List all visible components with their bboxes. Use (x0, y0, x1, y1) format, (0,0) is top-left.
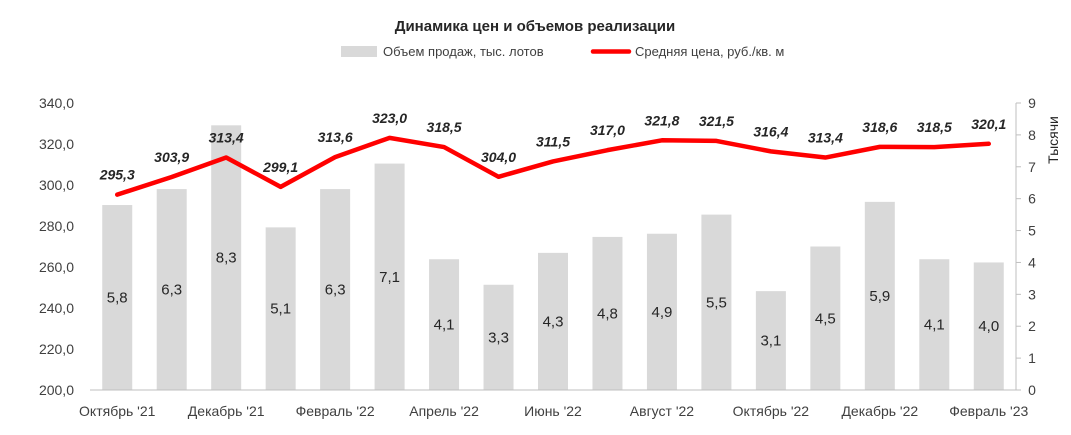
bar-data-label: 5,9 (869, 288, 890, 305)
price-data-label: 318,5 (917, 119, 952, 135)
bar-data-label: 7,1 (379, 269, 400, 286)
line-labels: 295,3 303,9 313,4 299,1 313,6 323,0 318,5 304,0… (99, 110, 1007, 183)
y-secondary-tick-label: 6 (1028, 191, 1036, 207)
y-secondary-tick-label: 0 (1028, 382, 1036, 398)
bar-data-label: 5,8 (107, 290, 128, 307)
y-primary-tick-label: 320,0 (39, 136, 74, 152)
price-data-label: 311,5 (536, 133, 570, 149)
bar-labels: 5,8 6,3 8,3 5,1 6,3 7,1 4,1 3,3 4,3 4,8 4,9 5,5 3,1 4… (107, 250, 999, 350)
y-primary-tick-label: 300,0 (39, 177, 74, 193)
chart-title: Динамика цен и объемов реализации (395, 18, 675, 35)
price-data-label: 317,0 (590, 122, 625, 138)
y-primary-tick-label: 340,0 (39, 95, 74, 111)
y-primary-tick-label: 240,0 (39, 300, 74, 316)
bars (102, 125, 1004, 391)
x-tick-label: Февраль '23 (949, 403, 1028, 419)
x-tick-label: Октябрь '21 (79, 403, 156, 419)
bar (320, 189, 351, 390)
price-data-label: 313,6 (318, 129, 353, 145)
bar (919, 259, 950, 390)
bar-data-label: 4,5 (815, 310, 836, 327)
bar-data-label: 3,3 (488, 329, 509, 346)
legend-label-price: Средняя цена, руб./кв. м (635, 44, 784, 59)
bar (864, 201, 895, 390)
price-data-label: 318,5 (427, 119, 462, 135)
price-data-label: 299,1 (262, 159, 298, 175)
price-data-label: 321,5 (699, 113, 734, 129)
y-primary-tick-label: 280,0 (39, 218, 74, 234)
y-secondary-tick-label: 4 (1028, 254, 1036, 270)
price-line-group (114, 135, 992, 197)
bar-data-label: 8,3 (216, 250, 237, 267)
y-axis-secondary: 0 1 2 3 4 5 6 7 8 9 (1015, 95, 1036, 398)
price-data-label: 316,4 (753, 123, 788, 139)
bar-data-label: 4,8 (597, 305, 618, 322)
y-axis-primary: 200,0 220,0 240,0 260,0 280,0 300,0 320,0 340,0 (39, 95, 74, 398)
bar (538, 252, 568, 390)
price-data-label: 318,6 (862, 119, 897, 135)
y-primary-tick-label: 220,0 (39, 341, 74, 357)
price-data-label: 304,0 (481, 149, 516, 165)
price-data-label: 313,4 (209, 130, 244, 146)
bar-data-label: 4,1 (924, 317, 945, 334)
bar (429, 259, 460, 390)
bar (265, 227, 296, 390)
y-primary-tick-label: 260,0 (39, 259, 74, 275)
bar-data-label: 5,5 (706, 294, 727, 311)
legend-label-volume: Объем продаж, тыс. лотов (383, 44, 544, 59)
price-data-label: 321,8 (644, 112, 679, 128)
bar (755, 291, 786, 390)
price-data-label: 320,1 (971, 116, 1006, 132)
bar-data-label: 6,3 (161, 282, 182, 299)
bar (483, 284, 514, 390)
bar (810, 246, 841, 390)
bar (102, 205, 133, 390)
y-primary-tick-label: 200,0 (39, 382, 74, 398)
bar (211, 125, 242, 391)
x-tick-label: Декабрь '21 (188, 403, 265, 419)
bar-data-label: 4,3 (543, 313, 564, 330)
bar-data-label: 6,3 (325, 282, 346, 299)
y-secondary-tick-label: 5 (1028, 223, 1036, 239)
bar-data-label: 3,1 (760, 333, 781, 350)
bar (156, 189, 187, 390)
bar (374, 163, 405, 390)
y-secondary-tick-label: 1 (1028, 350, 1036, 366)
y-secondary-tick-label: 8 (1028, 127, 1036, 143)
bar-data-label: 4,0 (978, 318, 999, 335)
x-tick-label: Февраль '22 (296, 403, 375, 419)
bar-data-label: 4,9 (652, 304, 673, 321)
bar (701, 214, 732, 390)
bar (592, 236, 623, 390)
y-secondary-tick-label: 2 (1028, 318, 1036, 334)
bar (973, 262, 1004, 390)
y-secondary-tick-label: 3 (1028, 286, 1036, 302)
price-data-label: 295,3 (99, 167, 135, 183)
x-tick-label: Декабрь '22 (841, 403, 918, 419)
legend-swatch-volume (341, 46, 377, 57)
x-tick-label: Апрель '22 (409, 403, 479, 419)
bar-data-label: 5,1 (270, 301, 291, 318)
x-tick-label: Август '22 (630, 403, 694, 419)
bar-data-label: 4,1 (434, 317, 455, 334)
bar (646, 233, 677, 390)
y-axis-secondary-title: Тысячи (1045, 116, 1061, 164)
price-data-label: 323,0 (372, 110, 407, 126)
x-tick-label: Июнь '22 (524, 403, 582, 419)
x-axis: Октябрь '21 Декабрь '21 Февраль '22 Апрель … (79, 403, 1028, 419)
price-data-label: 303,9 (154, 149, 189, 165)
price-data-label: 313,4 (808, 130, 843, 146)
x-tick-label: Октябрь '22 (733, 403, 810, 419)
y-secondary-tick-label: 9 (1028, 95, 1036, 111)
legend: Объем продаж, тыс. лотов Средняя цена, р… (341, 44, 784, 59)
y-secondary-tick-label: 7 (1028, 159, 1036, 175)
